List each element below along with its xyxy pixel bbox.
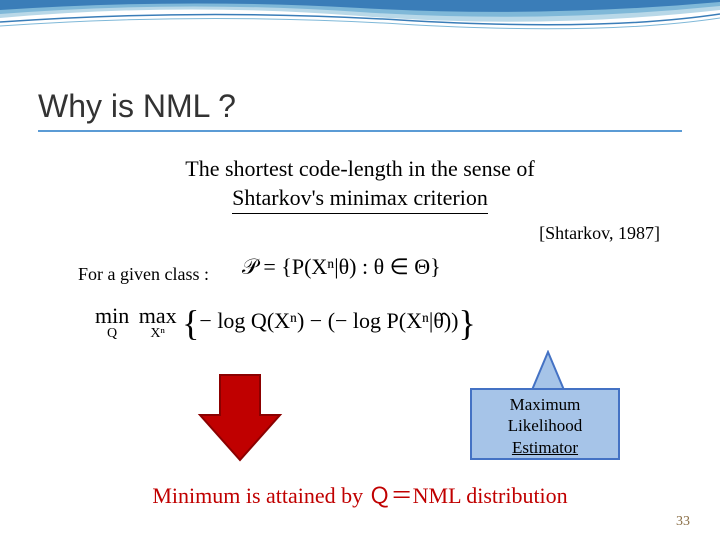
title-underline	[38, 130, 682, 132]
max-sub: Xⁿ	[139, 327, 177, 341]
callout-line3: Estimator	[512, 438, 578, 457]
given-class-label: For a given class :	[78, 264, 209, 285]
subtitle-line2: Shtarkov's minimax criterion	[232, 184, 488, 215]
down-arrow-icon	[195, 370, 285, 465]
brace-left: {	[182, 309, 199, 338]
formula-class: 𝒫 = {P(Xⁿ|θ) : θ ∈ Θ}	[242, 254, 441, 280]
conclusion: Minimum is attained by Ｑ＝NML distributio…	[0, 478, 720, 510]
formula-minmax: min Q max Xⁿ {− log Q(Xⁿ) − (− log P(Xⁿ|…	[95, 305, 476, 341]
wave-decoration	[0, 0, 720, 60]
subtitle: The shortest code-length in the sense of…	[0, 155, 720, 214]
subtitle-line1: The shortest code-length in the sense of	[185, 156, 534, 181]
min-sub: Q	[95, 327, 129, 341]
callout-line1: Maximum	[510, 395, 581, 414]
formula-body: − log Q(Xⁿ) − (− log P(Xⁿ|θ̂))	[199, 308, 458, 333]
min-text: min	[95, 303, 129, 328]
callout-line2: Likelihood	[508, 416, 583, 435]
callout-box: Maximum Likelihood Estimator	[470, 388, 620, 460]
page-number: 33	[676, 514, 690, 530]
slide-title: Why is NML ?	[38, 88, 236, 125]
max-text: max	[139, 303, 177, 328]
callout-pointer-icon	[528, 350, 568, 392]
brace-right: }	[459, 309, 476, 338]
citation: [Shtarkov, 1987]	[539, 223, 660, 244]
